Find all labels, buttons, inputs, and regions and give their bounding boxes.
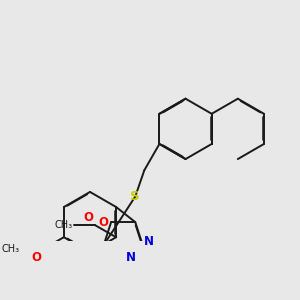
Text: CH₃: CH₃ bbox=[54, 220, 72, 230]
Text: O: O bbox=[99, 216, 109, 229]
Text: N: N bbox=[126, 251, 136, 264]
Text: S: S bbox=[130, 190, 140, 203]
Text: O: O bbox=[31, 251, 41, 264]
Text: N: N bbox=[144, 235, 154, 248]
Text: CH₃: CH₃ bbox=[2, 244, 20, 254]
Text: O: O bbox=[83, 211, 94, 224]
